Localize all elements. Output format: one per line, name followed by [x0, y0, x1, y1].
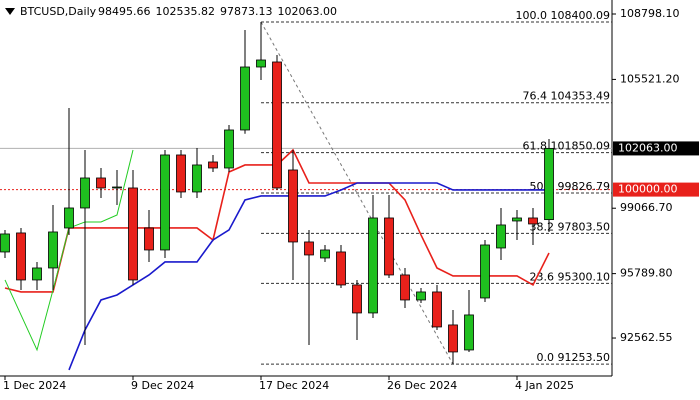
fib-level: 0.0 — [537, 351, 555, 364]
menu-triangle — [5, 8, 15, 15]
candle-body — [448, 324, 458, 353]
candle-body — [80, 177, 90, 209]
price-label-box — [613, 182, 699, 197]
fib-level: 61.8 — [523, 140, 548, 153]
y-tick-label: 105521.20 — [620, 72, 680, 85]
fib-label: 61.8 101850.09 — [523, 140, 611, 153]
candle-body — [144, 227, 154, 251]
x-tick-label: 26 Dec 2024 — [387, 379, 457, 392]
candle-body — [0, 233, 10, 253]
candle-body — [32, 267, 42, 281]
candle-body — [480, 244, 490, 299]
candle-body — [176, 154, 186, 193]
fib-price: 97803.50 — [558, 220, 611, 233]
fib-price: 95300.10 — [558, 270, 611, 283]
fib-label: 50.0 99826.79 — [530, 180, 611, 193]
header-value: 97873.13 — [220, 5, 273, 18]
fib-label: 0.0 91253.50 — [537, 351, 611, 364]
x-tick-label: 4 Jan 2025 — [515, 379, 574, 392]
fib-label: 100.0 108400.09 — [516, 9, 611, 22]
candle-body — [272, 61, 282, 189]
chart-title: BTCUSD,Daily — [20, 5, 97, 18]
fib-price: 101850.09 — [551, 140, 611, 153]
indicator-line — [68, 182, 549, 371]
header-value: 98495.66 — [98, 5, 151, 18]
x-tick-label: 17 Dec 2024 — [259, 379, 329, 392]
price-label: 102063.00 — [618, 141, 678, 154]
candle-body — [304, 241, 314, 256]
candle-body — [544, 148, 554, 221]
candle-body — [352, 284, 362, 314]
header-value: 102063.00 — [278, 5, 338, 18]
candle-body — [320, 249, 330, 259]
candle-body — [384, 217, 394, 276]
candle-body — [400, 274, 410, 301]
candle-body — [368, 217, 378, 314]
candle-body — [496, 224, 506, 249]
candle-body — [464, 314, 474, 351]
candle-body — [96, 177, 106, 189]
candle-body — [256, 59, 266, 68]
y-tick-label: 99066.70 — [620, 201, 673, 214]
candle-body — [528, 217, 538, 225]
candle-body — [336, 251, 346, 286]
price-label-box — [613, 141, 699, 156]
candle-body — [64, 207, 74, 229]
candle-body — [160, 154, 170, 251]
candle-body — [240, 66, 250, 131]
header-value: 102535.82 — [156, 5, 216, 18]
fib-level: 100.0 — [516, 9, 548, 22]
x-tick-label: 9 Dec 2024 — [131, 379, 194, 392]
fib-price: 104353.49 — [551, 90, 611, 103]
fib-label: 76.4 104353.49 — [523, 90, 611, 103]
x-tick-label: 1 Dec 2024 — [3, 379, 66, 392]
candle-body — [192, 164, 202, 193]
fib-price: 108400.09 — [551, 9, 611, 22]
fib-trend — [260, 21, 454, 365]
fib-price: 99826.79 — [558, 180, 611, 193]
price-label: 100000.00 — [618, 183, 678, 196]
y-tick-label: 108798.10 — [620, 7, 680, 20]
fib-level: 76.4 — [523, 90, 548, 103]
fib-price: 91253.50 — [558, 351, 611, 364]
candle-body — [128, 187, 138, 281]
candle-body — [432, 291, 442, 328]
y-tick-label: 92562.55 — [620, 331, 673, 344]
candle-body — [208, 161, 218, 169]
y-tick-label: 95789.80 — [620, 267, 673, 280]
candle-body — [48, 231, 58, 269]
candle-body — [512, 217, 522, 222]
fib-label: 38.2 97803.50 — [530, 220, 611, 233]
candle-body — [416, 291, 426, 301]
candle-body — [16, 232, 26, 281]
fib-level: 23.6 — [530, 270, 555, 283]
candle-body — [288, 169, 298, 243]
fib-label: 23.6 95300.10 — [530, 270, 611, 283]
candle-body — [224, 129, 234, 169]
candle-body — [112, 186, 122, 189]
